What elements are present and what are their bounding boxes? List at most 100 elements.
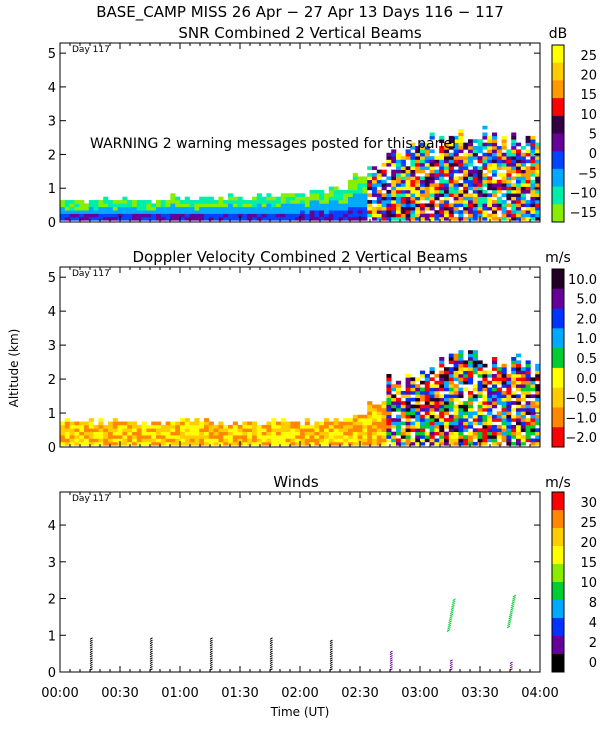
echo-cell xyxy=(487,183,493,187)
echo-cell xyxy=(261,206,267,211)
echo-cell xyxy=(309,203,315,208)
echo-cell xyxy=(156,203,162,208)
echo-cell xyxy=(314,206,320,211)
echo-cell xyxy=(208,196,214,201)
wind-barb xyxy=(449,659,453,662)
echo-cell xyxy=(472,418,478,422)
echo-cell xyxy=(60,441,66,446)
echo-cell xyxy=(516,438,522,443)
echo-cell xyxy=(204,435,210,439)
echo-cell xyxy=(362,438,368,443)
echo-cell xyxy=(415,424,421,429)
echo-cell xyxy=(319,210,325,214)
echo-cell xyxy=(444,377,450,382)
echo-cell xyxy=(213,216,219,221)
echo-cell xyxy=(472,196,478,201)
echo-cell xyxy=(415,146,421,150)
echo-cell xyxy=(223,200,229,204)
echo-cell xyxy=(338,421,344,426)
echo-cell xyxy=(271,216,277,221)
echo-cell xyxy=(136,213,142,218)
x-tick-label: 03:00 xyxy=(401,686,438,701)
echo-cell xyxy=(247,424,253,429)
echo-cell xyxy=(530,421,536,426)
echo-cell xyxy=(492,139,498,143)
echo-cell xyxy=(444,200,450,204)
echo-cell xyxy=(309,206,315,211)
echo-cell xyxy=(237,206,243,211)
echo-cell xyxy=(204,216,210,221)
echo-cell xyxy=(444,142,450,147)
echo-cell xyxy=(444,210,450,214)
echo-cell xyxy=(516,407,522,412)
echo-cell xyxy=(410,216,416,221)
echo-cell xyxy=(468,414,474,419)
echo-cell xyxy=(482,216,488,221)
echo-cell xyxy=(530,152,536,157)
y-tick-label: 0 xyxy=(48,666,56,681)
echo-cell xyxy=(213,213,219,218)
echo-cell xyxy=(463,206,469,211)
echo-cell xyxy=(439,363,445,368)
echo-cell xyxy=(520,370,526,375)
echo-cell xyxy=(468,438,474,443)
echo-cell xyxy=(482,428,488,433)
echo-cell xyxy=(506,428,512,433)
wind-barb xyxy=(329,650,333,653)
wind-barb xyxy=(389,657,393,660)
echo-cell xyxy=(477,431,483,436)
echo-cell xyxy=(328,421,334,426)
echo-cell xyxy=(84,441,90,446)
echo-cell xyxy=(501,162,507,167)
echo-cell xyxy=(208,438,214,443)
echo-cell xyxy=(170,431,176,436)
echo-cell xyxy=(108,213,114,218)
echo-cell xyxy=(223,213,229,218)
echo-cell xyxy=(492,414,498,419)
echo-cell xyxy=(477,394,483,399)
echo-cell xyxy=(386,159,392,164)
echo-cell xyxy=(199,441,205,446)
echo-cell xyxy=(180,441,186,446)
echo-cell xyxy=(386,189,392,194)
echo-cell xyxy=(520,193,526,197)
echo-cell xyxy=(477,428,483,433)
echo-cell xyxy=(396,169,402,174)
echo-cell xyxy=(405,435,411,439)
echo-cell xyxy=(132,438,138,443)
echo-cell xyxy=(496,162,502,167)
echo-cell xyxy=(352,213,358,218)
echo-cell xyxy=(108,441,114,446)
echo-cell xyxy=(492,142,498,147)
echo-cell xyxy=(463,216,469,221)
echo-cell xyxy=(439,173,445,177)
echo-cell xyxy=(338,210,344,214)
echo-cell xyxy=(295,203,301,208)
echo-cell xyxy=(74,206,80,211)
echo-cell xyxy=(420,435,426,439)
echo-cell xyxy=(381,186,387,191)
echo-cell xyxy=(530,186,536,191)
wind-barb xyxy=(329,646,333,649)
colorbar-swatch xyxy=(552,204,564,223)
echo-cell xyxy=(506,179,512,184)
echo-cell xyxy=(453,367,459,371)
echo-cell xyxy=(314,441,320,446)
echo-cell xyxy=(405,373,411,378)
echo-cell xyxy=(492,135,498,140)
echo-cell xyxy=(501,213,507,218)
echo-cell xyxy=(213,203,219,208)
echo-cell xyxy=(448,438,454,443)
wind-barb xyxy=(209,641,213,645)
echo-cell xyxy=(463,176,469,181)
y-tick-label: 3 xyxy=(48,556,56,571)
echo-cell xyxy=(189,203,195,208)
echo-cell xyxy=(88,210,94,214)
echo-cell xyxy=(520,186,526,191)
echo-cell xyxy=(520,156,526,160)
echo-cell xyxy=(511,132,517,137)
echo-cell xyxy=(496,387,502,392)
echo-cell xyxy=(352,200,358,204)
echo-cell xyxy=(448,380,454,385)
echo-cell xyxy=(232,438,238,443)
